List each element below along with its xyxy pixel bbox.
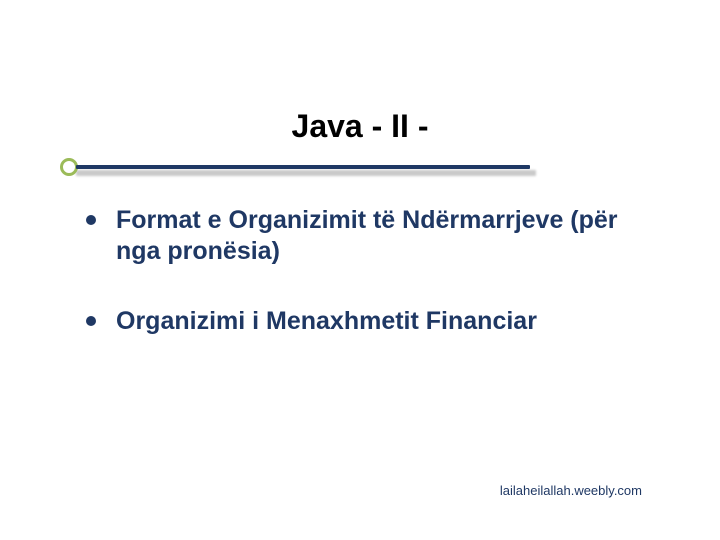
underline-shadow	[76, 170, 536, 176]
bullet-icon	[86, 316, 96, 326]
list-item: Organizimi i Menaxhmetit Financiar	[86, 306, 660, 337]
bullet-text: Format e Organizimit të Ndërmarrjeve (pë…	[116, 205, 660, 268]
underline-line	[76, 165, 530, 169]
slide: Java - II - Format e Organizimit të Ndër…	[0, 0, 720, 540]
bullet-list: Format e Organizimit të Ndërmarrjeve (pë…	[86, 205, 660, 375]
bullet-text: Organizimi i Menaxhmetit Financiar	[116, 306, 537, 337]
bullet-icon	[86, 215, 96, 225]
list-item: Format e Organizimit të Ndërmarrjeve (pë…	[86, 205, 660, 268]
title-underline	[60, 158, 530, 178]
slide-title: Java - II -	[0, 108, 720, 145]
footer-url: lailaheilallah.weebly.com	[500, 483, 642, 498]
